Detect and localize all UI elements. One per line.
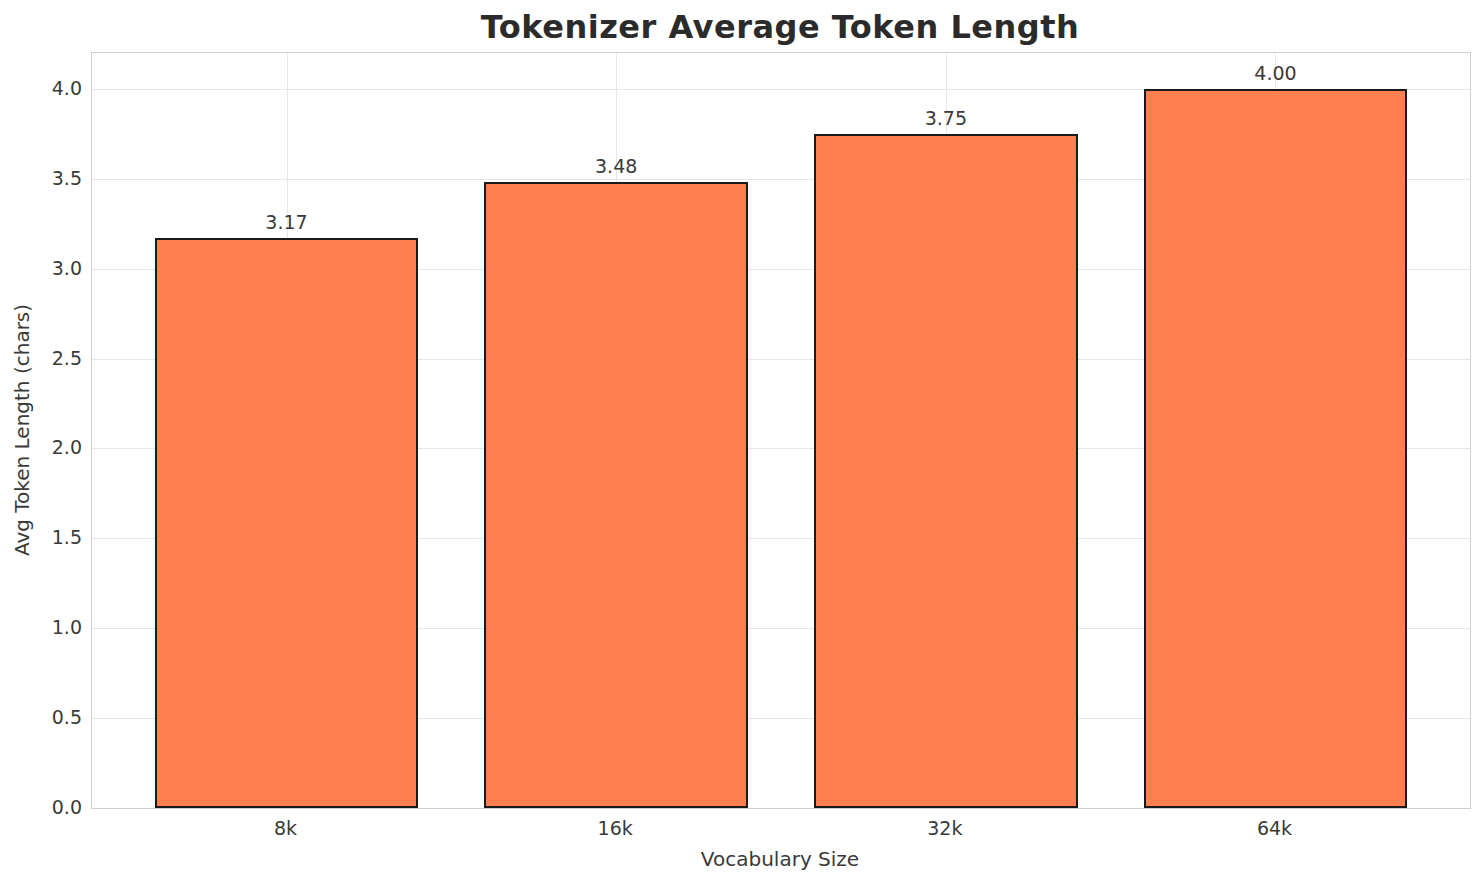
chart-title: Tokenizer Average Token Length bbox=[91, 8, 1469, 46]
y-tick-label: 0.5 bbox=[52, 706, 82, 728]
bar-value-label: 4.00 bbox=[1254, 62, 1296, 84]
x-axis-label: Vocabulary Size bbox=[91, 847, 1469, 871]
bar-value-label: 3.17 bbox=[265, 211, 307, 233]
bar-32k bbox=[814, 134, 1078, 808]
bar-16k bbox=[484, 182, 748, 808]
y-axis-label: Avg Token Length (chars) bbox=[10, 304, 34, 556]
figure-root: Tokenizer Average Token Length 3.173.483… bbox=[0, 0, 1484, 885]
x-tick-label: 8k bbox=[274, 817, 297, 839]
y-tick-label: 2.0 bbox=[52, 436, 82, 458]
y-tick-label: 4.0 bbox=[52, 77, 82, 99]
x-tick-label: 32k bbox=[927, 817, 962, 839]
bar-value-label: 3.48 bbox=[595, 155, 637, 177]
plot-area: 3.17 3.48 3.75 4.00 bbox=[91, 52, 1471, 809]
x-tick-label: 16k bbox=[598, 817, 633, 839]
bar-64k bbox=[1144, 89, 1408, 808]
y-tick-label: 1.0 bbox=[52, 616, 82, 638]
y-tick-label: 2.5 bbox=[52, 347, 82, 369]
y-tick-label: 3.0 bbox=[52, 257, 82, 279]
bar-value-label: 3.75 bbox=[925, 107, 967, 129]
y-tick-label: 0.0 bbox=[52, 796, 82, 818]
y-tick-label: 1.5 bbox=[52, 526, 82, 548]
y-tick-label: 3.5 bbox=[52, 167, 82, 189]
bar-8k bbox=[155, 238, 419, 808]
x-tick-label: 64k bbox=[1257, 817, 1292, 839]
